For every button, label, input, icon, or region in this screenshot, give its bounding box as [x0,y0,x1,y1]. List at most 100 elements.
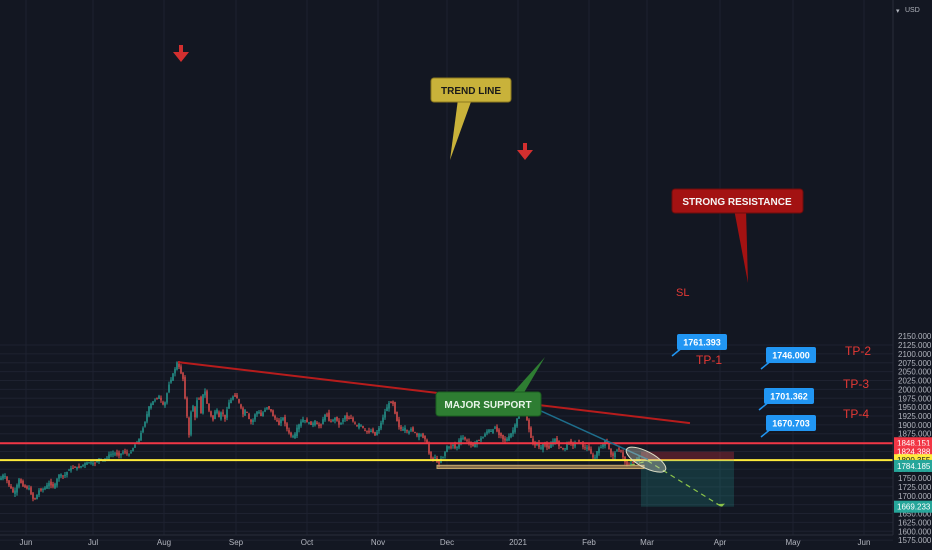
candle-body [504,438,506,441]
candle-body [320,424,322,426]
candle-body [200,396,202,413]
candle-body [120,453,122,456]
candle-body [130,452,132,454]
y-tick-label: 1625.000 [898,518,932,527]
candle-body [10,486,12,489]
candle-body [344,416,346,420]
candle-body [8,480,10,486]
candle-body [64,474,66,477]
candle-body [240,404,242,408]
candle-body [410,428,412,431]
candle-body [186,398,188,417]
candle-body [68,469,70,471]
candle-body [180,366,182,374]
candle-body [304,420,306,422]
candle-body [224,414,226,420]
candle-body [2,475,4,479]
candle-body [386,407,388,412]
candle-body [164,402,166,406]
price-axis[interactable]: 1575.0001600.0001625.0001650.0001675.000… [892,0,932,550]
blue-trendline [522,402,649,461]
candle-body [480,438,482,441]
candle-body [146,414,148,422]
candle-body [486,431,488,434]
candle-body [246,411,248,413]
candle-body [4,476,6,478]
candle-body [428,443,430,454]
peak-arrow-down-icon-shaft [179,45,183,54]
candle-body [306,419,308,423]
currency-dropdown-icon: ▾ [896,8,900,15]
candle-body [414,432,416,434]
peak-arrow-down-icon-head [173,52,189,62]
candle-body [450,446,452,448]
x-tick-label: Dec [440,538,454,547]
candle-body [194,407,196,418]
y-tick-label: 2075.000 [898,359,932,368]
candle-body [292,436,294,438]
candle-body [452,444,454,447]
candle-body [252,420,254,423]
candle-body [438,461,440,464]
candle-body [226,409,228,418]
candle-body [106,457,108,459]
candle-body [390,401,392,404]
candle-body [248,413,250,419]
candle-body [466,440,468,442]
y-tick-label: 1650.000 [898,510,932,519]
target-price-label: 1761.393 [683,338,721,348]
candle-body [446,446,448,452]
candle-body [356,425,358,427]
target-name-label: TP-3 [843,377,869,391]
candle-body [510,433,512,438]
candle-body [614,452,616,457]
candle-body [312,423,314,426]
candle-body [18,479,20,487]
candle-body [526,413,528,421]
stop-loss-zone [641,451,734,461]
y-tick-label: 2050.000 [898,368,932,377]
candle-body [78,466,80,468]
candle-body [244,410,246,416]
candle-body [608,443,610,450]
candle-body [58,474,60,479]
projected-path [629,460,723,508]
candle-body [402,429,404,431]
candle-body [228,402,230,409]
candle-body [6,476,8,481]
candle-body [342,419,344,422]
candle-body [82,464,84,467]
candle-body [158,396,160,399]
candle-body [528,419,530,430]
candle-body [482,437,484,439]
y-tick-label: 1575.000 [898,536,932,545]
candle-body [128,454,130,456]
candle-body [406,430,408,432]
target-price-box [677,334,727,350]
price-badge-label: 1824.388 [897,448,931,457]
candle-body [336,416,338,421]
candle-body [424,435,426,440]
target-price-label: 1746.000 [772,351,810,361]
breakout-ellipse [625,446,667,473]
candle-body [174,369,176,374]
candle-body [16,484,18,493]
support-zone-box [436,464,645,469]
candle-body [418,433,420,438]
price-badge-label: 1669.233 [897,503,931,512]
candle-body [266,407,268,409]
candle-body [398,419,400,428]
time-axis[interactable]: Jun Jul Aug Sep Oct Nov Dec 2021 Feb Mar Apr May Jun [0,534,893,547]
candle-body [400,426,402,429]
candle-body [622,452,624,458]
candle-body [272,410,274,417]
candle-body [216,409,218,414]
target-name-label: TP-2 [845,344,871,358]
candle-body [290,432,292,436]
candle-body [538,442,540,448]
candle-body [372,429,374,433]
candle-body [488,429,490,433]
candle-body [300,421,302,426]
candle-body [302,419,304,423]
